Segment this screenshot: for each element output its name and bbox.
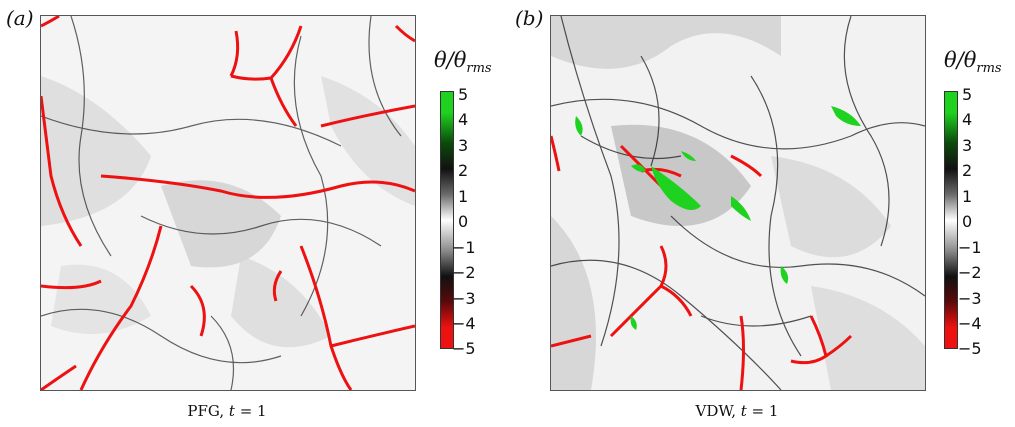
- cb-b-tick: 4: [962, 110, 973, 129]
- cb-a-tick: 1: [458, 187, 469, 206]
- cb-b-tick: 5: [962, 85, 973, 104]
- caption-eq: = 1: [746, 402, 779, 420]
- caption-var: t: [740, 402, 747, 420]
- panel-b-colorbar-title: θ/θrms: [944, 48, 1002, 76]
- cb-b-tick: 2: [962, 161, 973, 180]
- cb-b-tick: −4: [958, 314, 982, 333]
- caption-label: PFG,: [187, 402, 229, 420]
- panel-b-label: (b): [515, 6, 544, 30]
- panel-b-colorbar: [944, 91, 958, 349]
- cb-b-tick: −1: [958, 238, 982, 257]
- cb-b-tick: −5: [958, 339, 982, 358]
- cb-a-tick: 0: [458, 212, 469, 231]
- cb-a-tick: −4: [452, 314, 476, 333]
- cb-a-tick: −1: [452, 238, 476, 257]
- cb-a-tick: −5: [452, 339, 476, 358]
- cb-a-tick: 2: [458, 161, 469, 180]
- caption-label: VDW,: [695, 402, 741, 420]
- panel-a-label: (a): [6, 6, 34, 30]
- cb-b-tick: 0: [962, 212, 973, 231]
- cb-a-tick: 3: [458, 136, 469, 155]
- cb-a-tick: −2: [452, 263, 476, 282]
- cb-b-tick: 1: [962, 187, 973, 206]
- cb-a-tick: 4: [458, 110, 469, 129]
- panel-a-colorbar: [440, 91, 454, 349]
- panel-a-caption: PFG, t = 1: [40, 402, 414, 420]
- colorbar-title-sub: rms: [976, 61, 1002, 77]
- cb-b-tick: −3: [958, 289, 982, 308]
- caption-eq: = 1: [234, 402, 267, 420]
- colorbar-title-main: θ/θ: [944, 48, 977, 72]
- cb-a-tick: −3: [452, 289, 476, 308]
- cb-a-tick: 5: [458, 85, 469, 104]
- caption-var: t: [228, 402, 235, 420]
- panel-b-field-image: [550, 15, 926, 391]
- colorbar-title-sub: rms: [466, 61, 492, 77]
- panel-a-colorbar-title: θ/θrms: [434, 48, 492, 76]
- cb-b-tick: 3: [962, 136, 973, 155]
- panel-b-caption: VDW, t = 1: [550, 402, 924, 420]
- colorbar-title-main: θ/θ: [434, 48, 467, 72]
- panel-a-field-image: [40, 15, 416, 391]
- cb-b-tick: −2: [958, 263, 982, 282]
